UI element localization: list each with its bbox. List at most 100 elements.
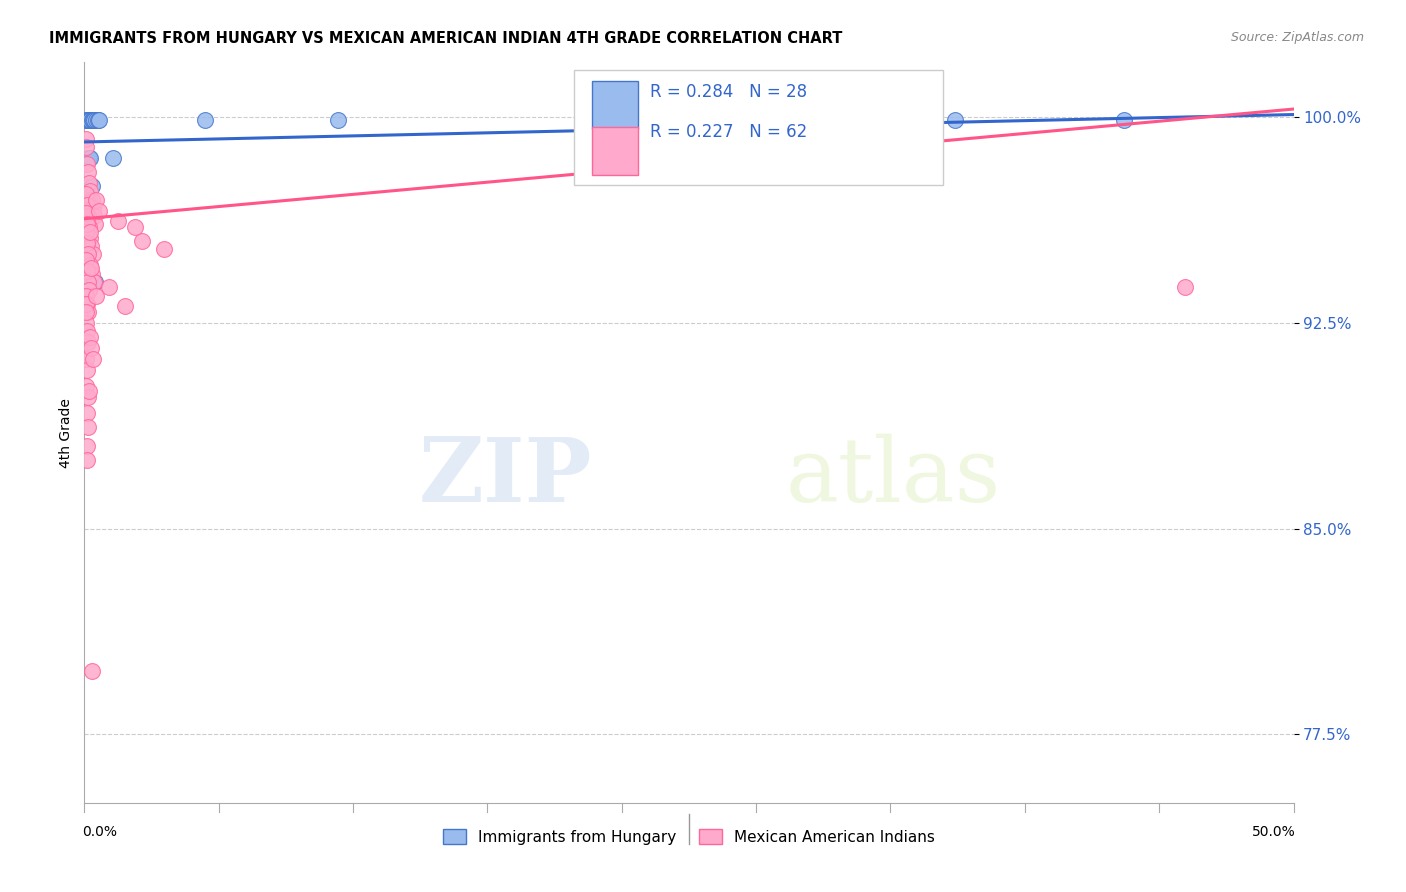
Text: atlas: atlas	[786, 434, 1001, 521]
Text: R = 0.284   N = 28: R = 0.284 N = 28	[650, 83, 807, 101]
Text: 0.0%: 0.0%	[82, 825, 117, 839]
FancyBboxPatch shape	[592, 81, 638, 129]
Text: ZIP: ZIP	[419, 434, 592, 521]
Point	[77, 152, 100, 166]
Point	[86, 193, 108, 207]
Point	[77, 283, 100, 297]
Point	[77, 113, 100, 128]
Point	[76, 269, 98, 284]
Point	[76, 187, 98, 202]
Point	[77, 193, 100, 207]
Point	[83, 275, 105, 289]
Point	[80, 239, 103, 253]
Point	[82, 664, 104, 678]
Y-axis label: 4th Grade: 4th Grade	[59, 398, 73, 467]
Point	[76, 157, 98, 171]
Point	[76, 406, 98, 420]
Point	[75, 113, 97, 128]
Point	[87, 203, 110, 218]
Point	[80, 267, 103, 281]
Point	[82, 201, 104, 215]
Point	[77, 305, 100, 319]
Point	[75, 132, 97, 146]
Point	[86, 113, 108, 128]
Point	[79, 231, 101, 245]
Point	[82, 247, 104, 261]
Point	[103, 152, 125, 166]
Point	[76, 297, 98, 311]
Point	[131, 234, 153, 248]
Point	[75, 305, 97, 319]
Point	[75, 351, 97, 366]
Point	[77, 176, 100, 190]
Point	[82, 351, 104, 366]
Point	[79, 258, 101, 272]
Point	[86, 288, 108, 302]
Point	[77, 219, 100, 234]
Point	[76, 439, 98, 453]
Point	[80, 193, 103, 207]
Point	[76, 206, 98, 220]
Point	[76, 236, 98, 251]
Point	[80, 178, 103, 193]
Point	[79, 329, 101, 343]
Point	[80, 113, 103, 128]
Point	[76, 242, 98, 256]
Point	[97, 280, 120, 294]
Point	[76, 362, 98, 376]
Point	[75, 206, 97, 220]
Text: Source: ZipAtlas.com: Source: ZipAtlas.com	[1230, 31, 1364, 45]
Point	[194, 113, 217, 128]
Point	[114, 300, 136, 314]
Point	[84, 275, 107, 289]
Point	[76, 453, 98, 467]
Point	[76, 420, 98, 434]
Text: 50.0%: 50.0%	[1253, 825, 1296, 839]
Point	[77, 335, 100, 350]
Point	[77, 113, 100, 128]
Point	[75, 297, 97, 311]
Point	[76, 390, 98, 404]
Point	[1114, 113, 1136, 128]
Point	[82, 113, 104, 128]
FancyBboxPatch shape	[574, 70, 943, 185]
Point	[76, 324, 98, 338]
Point	[328, 113, 350, 128]
Point	[75, 288, 97, 302]
Point	[87, 113, 110, 128]
Text: R = 0.227   N = 62: R = 0.227 N = 62	[650, 123, 807, 141]
Point	[79, 152, 101, 166]
Point	[1174, 280, 1197, 294]
Point	[76, 209, 98, 223]
Point	[124, 219, 146, 234]
Point	[75, 226, 97, 240]
Point	[77, 165, 100, 179]
Point	[75, 187, 97, 202]
Point	[107, 214, 129, 228]
FancyBboxPatch shape	[592, 127, 638, 175]
Point	[76, 264, 98, 278]
Point	[84, 217, 107, 231]
Point	[79, 226, 101, 240]
Point	[702, 113, 724, 128]
Point	[75, 379, 97, 393]
Point	[86, 113, 108, 128]
Point	[75, 140, 97, 154]
Point	[943, 113, 966, 128]
Point	[83, 209, 105, 223]
Legend: Immigrants from Hungary, Mexican American Indians: Immigrants from Hungary, Mexican America…	[437, 822, 941, 851]
Point	[79, 184, 101, 198]
Point	[80, 341, 103, 355]
Point	[83, 113, 105, 128]
Point	[77, 384, 100, 399]
Point	[75, 226, 97, 240]
Text: IMMIGRANTS FROM HUNGARY VS MEXICAN AMERICAN INDIAN 4TH GRADE CORRELATION CHART: IMMIGRANTS FROM HUNGARY VS MEXICAN AMERI…	[49, 31, 842, 46]
Point	[77, 275, 100, 289]
Point	[76, 217, 98, 231]
Point	[153, 242, 176, 256]
Point	[75, 316, 97, 330]
Point	[80, 261, 103, 276]
Point	[79, 113, 101, 128]
Point	[76, 198, 98, 212]
Point	[77, 152, 100, 166]
